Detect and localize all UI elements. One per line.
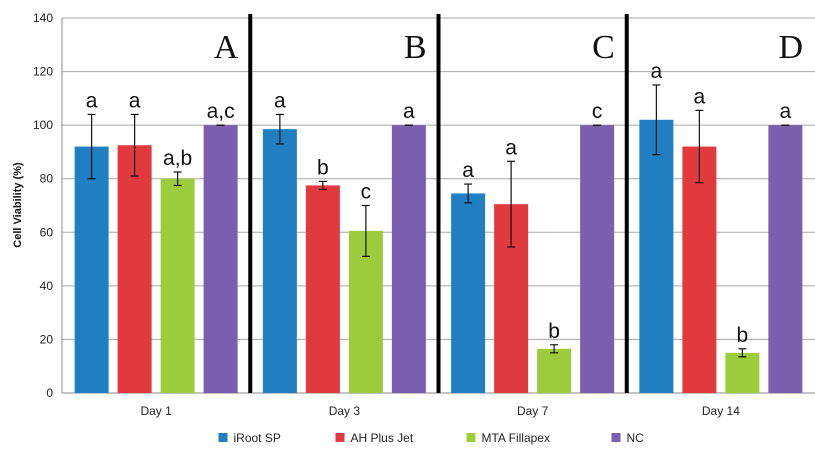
- legend-label: NC: [627, 431, 645, 445]
- y-tick-label: 100: [33, 118, 53, 132]
- significance-letter: a: [403, 100, 415, 123]
- significance-letter: a,c: [207, 100, 235, 123]
- bar-iroot-sp: [639, 119, 674, 394]
- significance-letter: a: [505, 136, 517, 159]
- panel-label: B: [404, 29, 427, 66]
- bar-ah-plus-jet: [117, 145, 152, 393]
- bar-nc: [580, 125, 615, 394]
- legend-swatch: [218, 433, 228, 442]
- y-axis-label: Cell Viability (%): [12, 162, 24, 248]
- y-tick-label: 80: [40, 172, 54, 186]
- legend-label: MTA Fillapex: [482, 431, 550, 445]
- panel-label: C: [592, 29, 615, 66]
- bar-mta-fillapex: [348, 230, 383, 393]
- y-axis: 0 20 40 60 80 100 120 140: [33, 11, 63, 400]
- x-axis: Day 1 Day 3 Day 7 Day 14: [140, 404, 740, 418]
- x-category-label: Day 1: [140, 404, 172, 418]
- significance-letter: a: [780, 100, 792, 123]
- bar-mta-fillapex: [537, 348, 572, 393]
- significance-letter: c: [361, 181, 372, 204]
- x-category-label: Day 14: [702, 404, 740, 418]
- legend: iRoot SP AH Plus Jet MTA Fillapex NC: [218, 431, 645, 445]
- bar-nc: [391, 125, 426, 394]
- panel-dividers: [248, 14, 629, 393]
- panel-label: D: [778, 29, 803, 66]
- legend-swatch: [611, 433, 621, 442]
- y-tick-label: 20: [40, 332, 54, 346]
- bar-ah-plus-jet: [682, 146, 717, 393]
- legend-swatch: [466, 433, 476, 442]
- significance-letter: b: [548, 320, 560, 343]
- legend-label: AH Plus Jet: [351, 431, 414, 445]
- bar-iroot-sp: [74, 146, 109, 393]
- x-category-label: Day 7: [517, 404, 549, 418]
- significance-letter: a,b: [163, 147, 192, 170]
- legend-label: iRoot SP: [234, 431, 281, 445]
- significance-letter: a: [129, 89, 141, 112]
- significance-letter: a: [651, 60, 663, 83]
- significance-letter: a: [694, 85, 706, 108]
- y-tick-label: 140: [33, 11, 53, 25]
- y-tick-label: 120: [33, 65, 53, 79]
- bar-mta-fillapex: [725, 352, 760, 393]
- panel-label: A: [214, 29, 239, 66]
- y-tick-label: 60: [40, 225, 54, 239]
- y-tick-label: 40: [40, 279, 54, 293]
- bars: a a a,b a,c Aa b c a Ba a b c Ca a b a D: [74, 29, 803, 394]
- x-category-label: Day 3: [329, 404, 361, 418]
- bar-ah-plus-jet: [305, 185, 340, 393]
- significance-letter: b: [317, 156, 329, 179]
- bar-mta-fillapex: [160, 178, 195, 393]
- bar-nc: [768, 125, 803, 394]
- y-tick-label: 0: [46, 386, 53, 400]
- significance-letter: a: [462, 159, 474, 182]
- bar-iroot-sp: [451, 193, 486, 393]
- significance-letter: c: [592, 100, 603, 123]
- bar-iroot-sp: [262, 129, 297, 394]
- bar-nc: [203, 125, 238, 394]
- significance-letter: b: [737, 324, 749, 347]
- significance-letter: a: [274, 89, 286, 112]
- significance-letter: a: [86, 89, 98, 112]
- legend-swatch: [335, 433, 345, 442]
